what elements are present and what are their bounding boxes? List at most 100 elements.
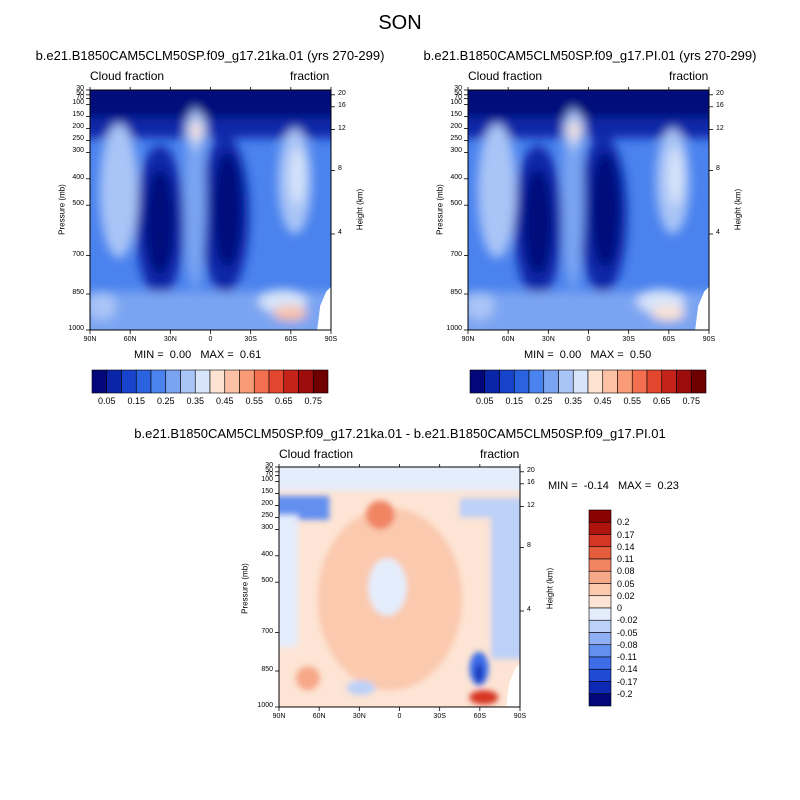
- right-panel-soft-layer: [468, 90, 709, 330]
- diff-panel-colorbar-label: -0.2: [617, 688, 633, 699]
- left-panel-anvil-core: [191, 121, 201, 141]
- left-panel-xtick-label: 90S: [324, 336, 338, 343]
- right-panel-ytick-label: 30: [454, 85, 462, 92]
- right-panel-units-label: fraction: [669, 69, 709, 83]
- left-panel-colorbar-box: [135, 369, 152, 394]
- right-panel-xtick-label: 60N: [501, 336, 515, 343]
- right-panel-colorbar-box: [543, 369, 559, 394]
- diff-panel-colorbar-label: -0.05: [617, 627, 638, 638]
- right-panel-xtick-label: 90S: [702, 336, 716, 343]
- right-panel-ytick-label: 700: [450, 250, 462, 258]
- right-panel-colorbar-box: [676, 369, 692, 394]
- diff-panel-ytick-label: 850: [261, 666, 273, 673]
- left-panel-colorbar-label: 0.55: [245, 396, 264, 406]
- right-panel-colorbar-label: 0.55: [623, 396, 642, 406]
- right-panel-ytick-label: 70: [454, 93, 462, 101]
- diff-panel-xtick-label: 60N: [312, 713, 326, 720]
- diff-panel-minmax: MIN = -0.14 MAX = 0.23: [548, 480, 679, 492]
- left-panel-upper-band: [90, 118, 331, 138]
- right-panel-colorbar-box: [513, 369, 530, 394]
- season-title: SON: [378, 12, 422, 34]
- right-panel-xtick-label: 0: [586, 336, 591, 343]
- left-panel-rtick-label: 16: [338, 101, 346, 109]
- diff-panel-colorbar-label: -0.11: [617, 652, 637, 662]
- diff-panel-rtick-label: 12: [527, 501, 535, 509]
- left-panel-rtick-label: 4: [338, 229, 342, 236]
- diff-panel-colorbar-label: 0.08: [617, 566, 635, 577]
- right-panel-itcz-column: [561, 106, 584, 290]
- left-panel-itcz-column: [183, 106, 206, 290]
- left-panel-colorbar-label: 0.35: [186, 396, 205, 406]
- diff-panel-ytick-label: 100: [261, 476, 273, 484]
- right-panel-ytick-label: 100: [450, 99, 462, 107]
- right-panel-ytick-label: 1000: [446, 325, 462, 332]
- right-panel-variable-label: Cloud fraction: [468, 69, 543, 83]
- right-panel-colorbar-label: 0.25: [534, 396, 553, 406]
- right-panel-rtick-label: 16: [716, 101, 724, 109]
- diff-panel-colorbar-box: [588, 668, 612, 682]
- left-panel-title: b.e21.B1850CAM5CLM50SP.f09_g17.21ka.01 (…: [35, 48, 385, 63]
- right-panel-minmax: MIN = 0.00 MAX = 0.50: [524, 349, 652, 361]
- diff-panel-ytick-label: 70: [265, 470, 273, 478]
- left-panel-colorbar-box: [165, 369, 181, 394]
- diff-panel-rtick-label: 20: [527, 466, 535, 474]
- left-panel-field: [90, 90, 331, 330]
- left-panel-ytick-label: 70: [76, 93, 84, 101]
- diff-panel-sh-polar-negative: [491, 515, 520, 659]
- left-panel-xtick-label: 0: [208, 336, 213, 343]
- right-panel-colorbar-box: [631, 369, 648, 394]
- left-panel-rtick-label: 12: [338, 124, 346, 132]
- diff-panel-colorbar-label: 0.17: [617, 529, 635, 540]
- left-panel-sh-dry-core: [212, 152, 242, 268]
- diff-panel-plot: [275, 464, 524, 711]
- right-panel-xtick-label: 30S: [622, 336, 635, 343]
- right-panel-ytick-label: 300: [450, 147, 462, 155]
- colorbars: [91, 369, 707, 707]
- diff-panel-colorbar-box: [588, 509, 612, 523]
- right-panel-rtick-label: 20: [716, 89, 724, 97]
- diff-panel-ytick-label: 300: [261, 524, 273, 532]
- right-panel-xtick-label: 90N: [461, 336, 475, 343]
- left-panel-rtick-label: 20: [338, 89, 346, 97]
- diff-panel-colorbar-label: 0.14: [617, 541, 635, 552]
- right-panel-xtick-label: 60S: [662, 336, 676, 343]
- diff-panel-xtick-label: 90N: [272, 713, 286, 720]
- diff-panel-xtick-label: 30S: [433, 713, 446, 720]
- diff-panel-colorbar-label: -0.08: [617, 639, 638, 650]
- right-panel-xtick-label: 30N: [541, 336, 555, 343]
- diff-panel-ytick-label: 400: [261, 550, 273, 558]
- right-panel-field: [468, 90, 709, 330]
- right-panel-colorbar-box: [528, 369, 545, 394]
- left-panel-colorbar-box: [194, 369, 211, 394]
- diff-panel-sh-jet-negative: [459, 498, 520, 518]
- diff-panel-ytick-label: 250: [261, 512, 273, 520]
- right-panel-colorbar-box: [587, 369, 604, 394]
- right-panel-arctic-low-cloud: [468, 291, 495, 321]
- diff-panel-colorbar-label: 0.2: [617, 517, 630, 528]
- left-panel-colorbar-label: 0.05: [97, 396, 116, 406]
- left-panel-ytick-label: 250: [72, 135, 84, 143]
- diff-panel-colorbar-box: [588, 558, 612, 572]
- diff-panel-topography-mask: [506, 663, 520, 707]
- diff-panel-xtick-label: 0: [397, 713, 402, 720]
- left-panel-ytick-label: 50: [76, 89, 84, 97]
- right-panel-colorbar-box: [499, 369, 515, 394]
- left-panel-strat-band: [90, 90, 331, 119]
- diff-panel-upper-band: [279, 467, 520, 491]
- right-panel-colorbar-box: [484, 369, 500, 394]
- diff-panel-ytick-label: 1000: [257, 702, 273, 709]
- diff-panel-colorbar-label: -0.17: [617, 676, 638, 687]
- diff-panel-nh-jet-negative: [279, 495, 330, 520]
- right-panel-colorbar-box: [661, 369, 677, 394]
- left-panel-arctic-low-cloud: [90, 291, 117, 321]
- right-panel-strat-band: [468, 90, 709, 119]
- diff-panel-colorbar-label: 0.02: [617, 590, 635, 601]
- right-panel-colorbar-box: [602, 369, 618, 394]
- left-panel-colorbar-label: 0.65: [274, 396, 293, 406]
- diff-panel-title: b.e21.B1850CAM5CLM50SP.f09_g17.21ka.01 -…: [134, 426, 666, 441]
- left-panel-nh-dry-core: [145, 169, 175, 275]
- diff-panel-nh-polar-neutral: [279, 515, 298, 647]
- diff-panel-colorbar-box: [588, 595, 612, 609]
- diff-panel-colorbar-box: [588, 583, 612, 597]
- right-panel-colorbar-label: 0.35: [564, 396, 583, 406]
